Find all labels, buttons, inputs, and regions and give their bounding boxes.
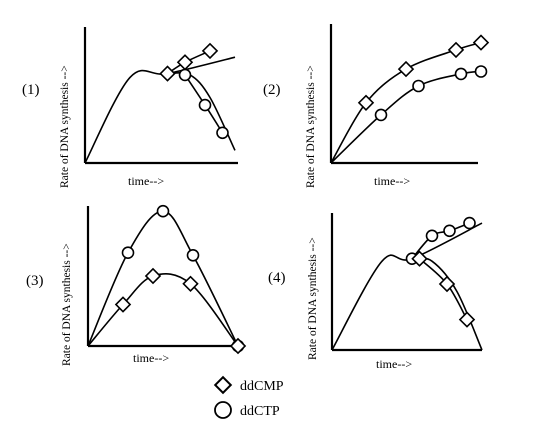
panel-4-ylabel: Rate of DNA synthesis -->: [307, 237, 319, 360]
panel-4-label: (4): [268, 270, 286, 286]
panel-3-series-1-line: [87, 210, 239, 347]
panel-4-series-3-line: [411, 257, 483, 351]
legend: ddCMP ddCTP: [213, 375, 284, 419]
panel-4-diamond-point: [438, 275, 456, 293]
legend-label-ddctp: ddCTP: [240, 404, 280, 419]
panel-3-ylabel: Rate of DNA synthesis -->: [61, 243, 73, 366]
panel-3-circle-point: [121, 246, 135, 259]
panel-2-series-2-line: [330, 70, 482, 164]
panel-1-diamond-point: [159, 65, 176, 82]
panel-4-circle-point: [443, 224, 456, 238]
panel-2-diamond-point: [357, 94, 375, 112]
panel-1-circle-point: [178, 68, 192, 82]
panel-3-label: (3): [26, 273, 44, 289]
panel-1-diamond-point: [201, 42, 219, 60]
panel-1-series-3-line: [167, 71, 236, 151]
panel-2-diamond-point: [472, 34, 490, 51]
panel-1-series-1-line: [84, 56, 236, 164]
panel-3-diamond-point: [182, 275, 199, 293]
panel-4-series-2-line: [411, 222, 470, 260]
panel-4-series-4-line: [418, 258, 468, 320]
legend-diamond-marker: [213, 375, 233, 395]
panel-1-xlabel: time-->: [128, 174, 164, 188]
panel-2-circle-point: [374, 108, 388, 122]
panel-4: (4) Rate of DNA synthesis --> time-->: [268, 213, 483, 371]
panel-4-circle-point: [463, 216, 476, 230]
panel-3-circle-point: [156, 204, 170, 218]
panel-4-xlabel: time-->: [376, 357, 412, 371]
panel-2-circle-point: [474, 65, 488, 78]
panel-2-circle-point: [412, 79, 425, 93]
panel-1-label: (1): [22, 82, 40, 98]
panel-1-circle-point: [216, 126, 229, 140]
panel-4-circle-point: [425, 229, 439, 243]
panel-2-ylabel: Rate of DNA synthesis -->: [305, 65, 317, 188]
panel-3-series-2-line: [87, 273, 239, 347]
panel-3-diamond-point: [144, 267, 162, 285]
panel-2-circle-point: [454, 67, 468, 81]
panel-4-diamond-point: [411, 250, 428, 267]
panel-2-diamond-point: [447, 41, 465, 59]
panel-4-diamond-point: [458, 311, 476, 328]
panel-3-circle-point: [186, 249, 200, 262]
panel-2-label: (2): [263, 82, 281, 98]
panel-2-series-1-line: [330, 41, 482, 164]
panel-1-diamond-point: [176, 54, 194, 71]
panel-3-diamond-point: [229, 337, 247, 355]
panel-3-xlabel: time-->: [133, 351, 169, 365]
panel-4-series-1-line: [331, 222, 483, 351]
panel-3: (3) Rate of DNA synthesis --> time-->: [26, 204, 247, 366]
panel-3-diamond-point: [114, 296, 132, 313]
panel-1: (1) Rate of DNA synthesis --> time-->: [22, 27, 238, 188]
panel-2-xlabel: time-->: [374, 174, 410, 188]
panel-2-diamond-point: [397, 60, 415, 78]
panel-1-circle-point: [198, 98, 212, 112]
panel-1-ylabel: Rate of DNA synthesis -->: [59, 65, 71, 188]
panel-2: (2) Rate of DNA synthesis --> time-->: [263, 24, 490, 188]
legend-circle-marker: [214, 401, 232, 419]
legend-label-ddcmp: ddCMP: [240, 379, 284, 394]
